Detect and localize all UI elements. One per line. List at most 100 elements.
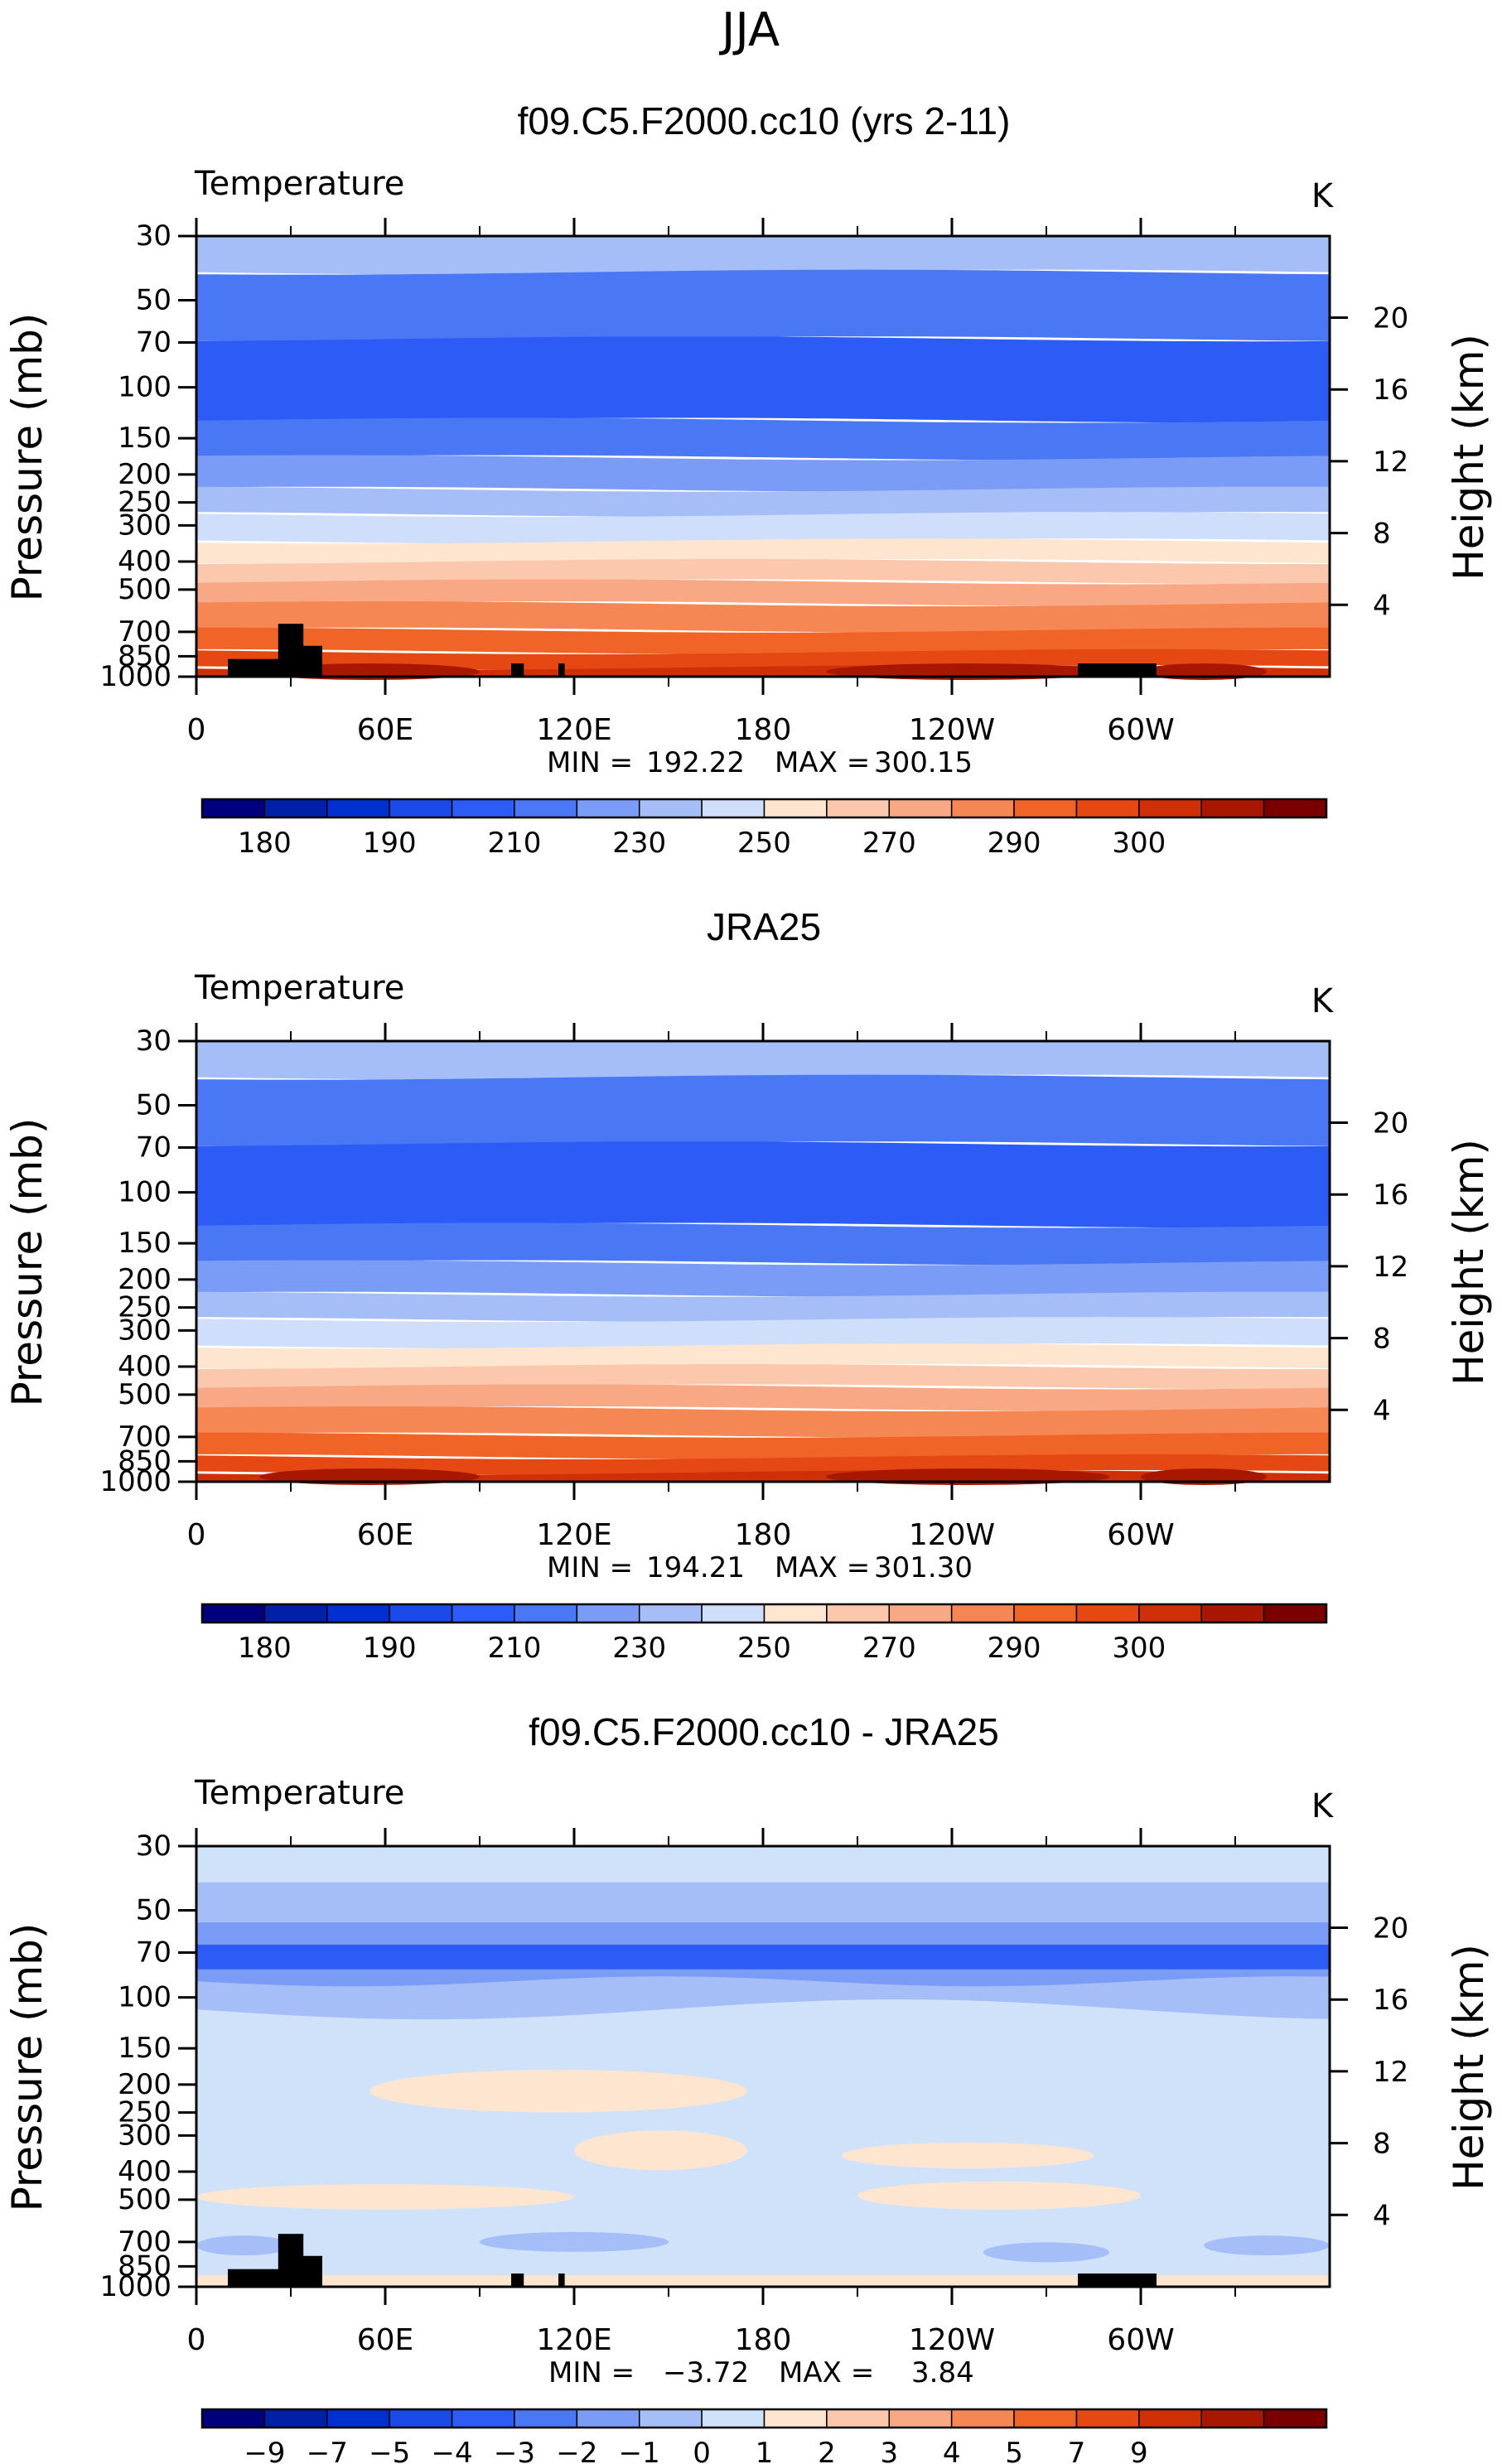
contour-band [196,1317,1330,1349]
colorbar-swatch [1138,2409,1202,2428]
x-tick-label: 0 [187,1518,206,1552]
y-tick-label: 400 [118,1350,171,1383]
y-tick-label: 850 [118,1444,171,1478]
right-tick-label: 8 [1373,518,1391,551]
y-tick-label: 200 [118,2068,171,2101]
contour-band [196,1945,1330,1970]
right-tick-label: 16 [1373,1984,1408,2017]
colorbar-swatch [950,798,1015,818]
colorbar-label: 270 [862,827,916,860]
colorbar-swatch [638,2409,703,2428]
y-tick-label: 250 [118,1291,171,1324]
contour-band [196,1406,1330,1438]
topography-block [278,624,304,677]
colorbar: −9 −7 −5 −4 −3 −2 −1 0 1 2 3 4 5 7 9 [200,2408,1328,2464]
panel-title: f09.C5.F2000.cc10 (yrs 2-11) [518,99,1011,142]
x-tick-label: 60E [357,1518,414,1552]
y-tick-label: 500 [118,573,171,606]
colorbar-swatch [826,1603,891,1623]
y-tick-label: 700 [118,2225,171,2259]
contour-band [842,2142,1094,2169]
contour-band [196,336,1330,423]
max-value: 300.15 [874,746,973,779]
colorbar-swatch [326,798,390,818]
panel-difference: f09.C5.F2000.cc10 - JRA25 Temperature K … [3,1710,1493,2464]
min-label: MIN = [548,2356,635,2389]
colorbar-label: 250 [737,1632,791,1665]
colorbar-label: 230 [612,827,666,860]
contour-band [196,1074,1330,1147]
y-tick-label: 100 [118,1981,171,2014]
colorbar-swatch [389,798,453,818]
contour-band [196,1364,1330,1390]
y-tick-label: 100 [118,371,171,404]
colorbar-swatch [638,1603,703,1623]
right-axis-label: Height (km) [1445,1139,1493,1386]
panel-variable-label: Temperature [194,165,404,203]
contour-band [196,2184,574,2210]
colorbar-swatch [451,798,515,818]
colorbar-label: 3 [880,2437,898,2464]
colorbar-label: −9 [244,2437,285,2464]
colorbar-label: 210 [487,827,541,860]
colorbar-swatch [201,2409,266,2428]
panel-variable-label: Temperature [194,1774,404,1812]
topography-block [558,663,565,677]
contour-band [196,601,1330,633]
min-label: MIN = [547,1551,633,1584]
right-axis-label: Height (km) [1445,334,1493,581]
x-tick-label: 180 [735,2323,792,2357]
contour-band [196,1343,1330,1369]
max-value: 3.84 [911,2356,974,2389]
colorbar-swatch [1075,2409,1140,2428]
min-label: MIN = [547,746,633,779]
y-tick-label: 50 [136,1089,171,1122]
colorbar-label: 230 [612,1632,666,1665]
right-tick-label: 12 [1373,2056,1408,2089]
colorbar-label: −5 [369,2437,410,2464]
colorbar: 180 190 210 230 250 270 290 300 [200,798,1328,860]
colorbar-swatch [1013,2409,1078,2428]
contour-band [574,2130,747,2171]
colorbar-swatch [326,2409,390,2428]
contour-band [196,1041,1330,1080]
contour-band [196,512,1330,544]
y-tick-label: 250 [118,486,171,519]
colorbar-swatch [389,2409,453,2428]
contour-band [196,627,1330,654]
colorbar-swatch [1138,1603,1202,1623]
x-tick-label: 60W [1107,1518,1174,1552]
colorbar-label: 1 [756,2437,774,2464]
colorbar-swatch [888,1603,953,1623]
y-tick-label: 200 [118,458,171,491]
colorbar-swatch [514,1603,578,1623]
colorbar-label: 290 [988,827,1041,860]
colorbar-label: 2 [818,2437,836,2464]
colorbar-swatch [1138,798,1202,818]
colorbar-label: 5 [1005,2437,1023,2464]
y-tick-label: 70 [136,1131,171,1164]
x-tick-label: 0 [187,2323,206,2357]
topography-block [1078,663,1157,677]
contour-band [480,2231,669,2252]
colorbar-swatch [701,2409,765,2428]
y-tick-label: 400 [118,2155,171,2188]
colorbar-frame [200,2408,1328,2429]
contour-band [196,2235,291,2256]
contour-band [196,1291,1330,1323]
colorbar-label: 9 [1130,2437,1148,2464]
right-tick-label: 20 [1373,302,1408,335]
y-tick-label: 150 [118,422,171,455]
y-tick-label: 150 [118,2032,171,2065]
panel-units-label: K [1311,177,1335,215]
right-tick-label: 8 [1373,1323,1391,1356]
colorbar-label: 180 [238,1632,292,1665]
contour-band [196,1222,1330,1266]
contour-band [369,2069,747,2113]
colorbar-swatch [763,1603,828,1623]
colorbar-swatch [1013,1603,1078,1623]
colorbar-swatch [763,2409,828,2428]
colorbar-swatch [1263,2409,1327,2428]
contour-band [196,269,1330,342]
colorbar-label: −2 [556,2437,597,2464]
